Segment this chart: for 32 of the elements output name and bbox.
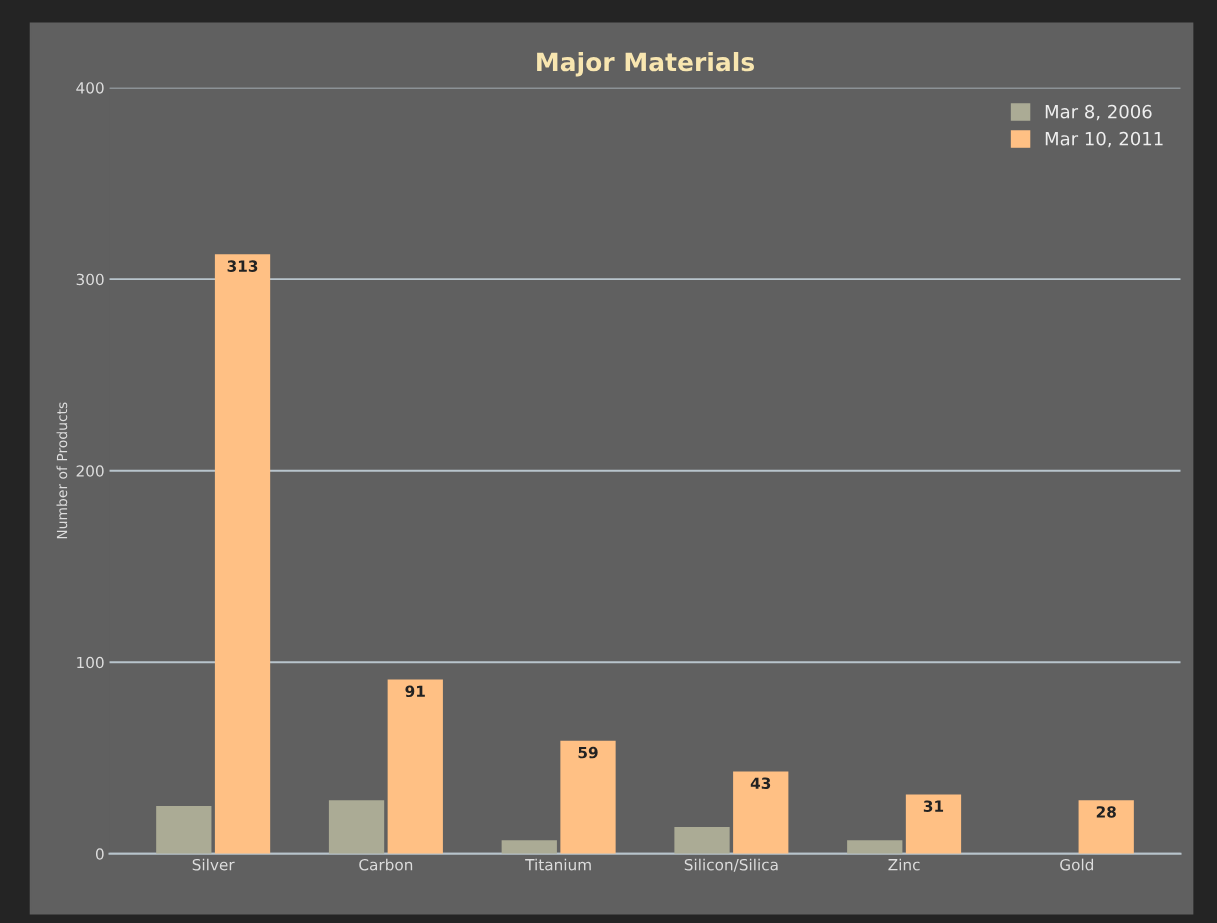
- data-label: 59: [578, 746, 598, 759]
- y-tick-label: 0: [95, 848, 104, 860]
- legend-label: Mar 10, 2011: [1045, 131, 1163, 148]
- bar: [214, 254, 271, 854]
- bar: [156, 805, 212, 854]
- x-tick-label: Carbon: [359, 858, 413, 871]
- bar: [501, 840, 557, 854]
- x-tick-label: Gold: [1060, 858, 1094, 871]
- x-tick-label: Titanium: [525, 858, 591, 871]
- bar: [1078, 800, 1134, 854]
- x-tick-label: Silver: [192, 858, 235, 871]
- bar: [674, 826, 730, 854]
- legend-label: Mar 8, 2006: [1045, 104, 1152, 121]
- data-label: 91: [405, 685, 425, 698]
- chart-title: Major Materials: [537, 52, 755, 77]
- bar: [560, 740, 616, 854]
- bar: [733, 771, 789, 854]
- bar: [328, 800, 385, 854]
- bar: [905, 794, 962, 854]
- bar: [847, 840, 903, 854]
- data-label: 313: [227, 260, 258, 272]
- data-label: 28: [1096, 806, 1116, 818]
- y-tick-label: 300: [76, 273, 104, 286]
- y-tick-label: 100: [77, 656, 104, 669]
- y-tick-label: 200: [76, 465, 104, 477]
- x-tick-label: Zinc: [888, 858, 920, 871]
- data-label: 31: [923, 800, 944, 812]
- data-label: 43: [750, 777, 771, 789]
- x-tick-label: Silicon/Silica: [684, 858, 778, 872]
- y-tick-label: 400: [76, 82, 104, 94]
- bar: [387, 679, 443, 854]
- y-axis-title: Number of Products: [56, 402, 68, 539]
